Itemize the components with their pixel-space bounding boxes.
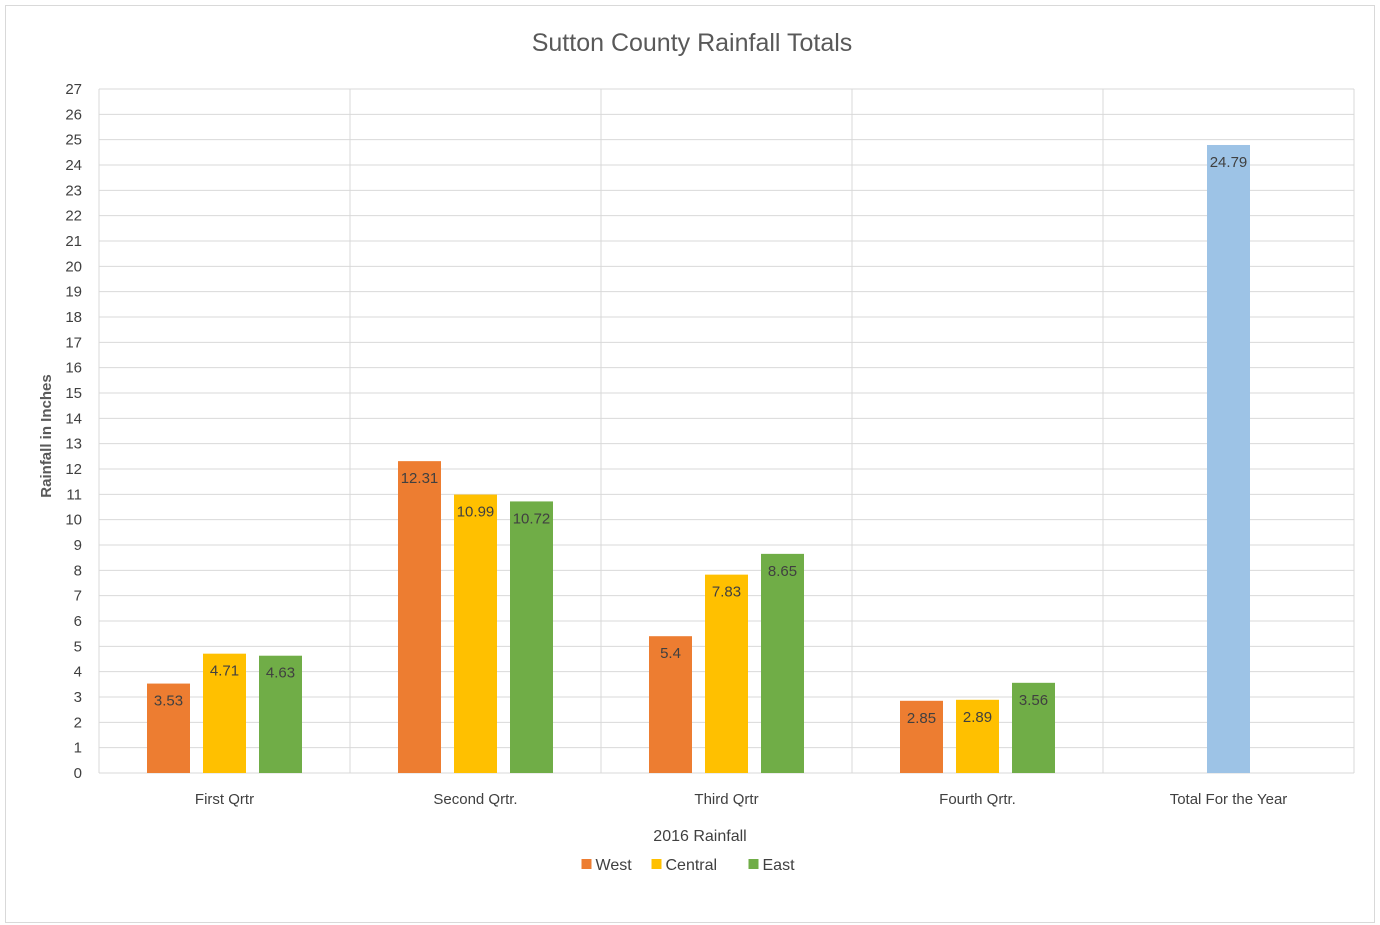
data-label: 2.89 (963, 709, 992, 726)
bar-west-2 (649, 636, 692, 773)
data-label: 5.4 (660, 645, 681, 662)
bar-total-4 (1207, 144, 1250, 773)
data-label: 8.65 (768, 563, 797, 580)
y-tick-label: 7 (74, 588, 82, 605)
y-tick-label: 15 (65, 385, 82, 402)
bar-central-3 (956, 699, 999, 773)
y-tick-label: 20 (65, 258, 82, 275)
data-label: 3.53 (154, 693, 183, 710)
chart-svg: Sutton County Rainfall Totals 0123456789… (38, 29, 1355, 874)
bar-central-0 (203, 653, 246, 773)
data-label: 24.79 (1210, 154, 1248, 171)
x-category-label: Third Qrtr (694, 791, 758, 808)
y-tick-label: 26 (65, 106, 82, 123)
data-label: 3.56 (1019, 692, 1048, 709)
y-tick-label: 9 (74, 537, 82, 554)
y-tick-label: 18 (65, 309, 82, 326)
y-tick-label: 22 (65, 208, 82, 225)
y-tick-label: 21 (65, 233, 82, 250)
legend-swatch-central (651, 859, 662, 869)
legend: West Central East (581, 857, 796, 874)
y-tick-label: 23 (65, 182, 82, 199)
y-tick-label: 6 (74, 613, 82, 630)
y-tick-label: 11 (66, 486, 82, 503)
bar-east-3 (1012, 682, 1055, 773)
y-tick-label: 12 (65, 461, 82, 478)
bar-west-0 (147, 683, 190, 773)
bars (147, 144, 1250, 773)
bar-east-1 (510, 501, 553, 773)
y-axis-ticks: 0123456789101112131415161718192021222324… (65, 81, 82, 782)
x-category-label: First Qrtr (195, 791, 254, 808)
legend-label-east: East (763, 857, 796, 874)
y-tick-label: 8 (74, 562, 82, 579)
y-tick-label: 16 (65, 360, 82, 377)
bar-east-2 (761, 553, 804, 773)
y-tick-label: 24 (65, 157, 82, 174)
data-label: 7.83 (712, 584, 741, 601)
y-tick-label: 14 (65, 410, 82, 427)
y-tick-label: 27 (65, 81, 82, 98)
data-label: 10.99 (457, 504, 495, 521)
bar-west-1 (398, 461, 441, 773)
data-label: 2.85 (907, 710, 936, 727)
x-category-label: Fourth Qrtr. (939, 791, 1016, 808)
legend-swatch-west (581, 859, 592, 869)
x-category-label: Total For the Year (1170, 791, 1288, 808)
bar-east-0 (259, 655, 302, 773)
bar-central-2 (705, 574, 748, 773)
bar-central-1 (454, 494, 497, 773)
y-tick-label: 2 (74, 714, 82, 731)
data-labels: 3.53 4.71 4.63 12.31 10.99 10.72 5.4 7.83 8.65 2.… (154, 154, 1247, 727)
legend-label-central: Central (666, 857, 718, 874)
chart-title: Sutton County Rainfall Totals (532, 29, 853, 57)
y-axis-title: Rainfall in Inches (38, 374, 55, 497)
y-tick-label: 19 (65, 284, 82, 301)
y-tick-label: 1 (74, 740, 82, 757)
y-tick-label: 10 (65, 512, 82, 529)
data-label: 10.72 (513, 510, 551, 527)
y-tick-label: 25 (65, 132, 82, 149)
y-tick-label: 17 (65, 334, 82, 351)
data-label: 4.63 (266, 665, 295, 682)
y-tick-label: 0 (74, 765, 82, 782)
x-axis-categories: First Qrtr Second Qrtr. Third Qrtr Fourth Q… (195, 791, 1287, 808)
legend-label-west: West (596, 857, 633, 874)
y-tick-label: 13 (65, 436, 82, 453)
bar-west-3 (900, 700, 943, 773)
x-axis-title: 2016 Rainfall (653, 828, 746, 845)
y-tick-label: 5 (74, 638, 82, 655)
legend-swatch-east (748, 859, 759, 869)
data-label: 4.71 (210, 663, 239, 680)
x-category-label: Second Qrtr. (433, 791, 517, 808)
data-label: 12.31 (401, 470, 439, 487)
y-tick-label: 4 (74, 664, 82, 681)
gridlines (98, 88, 1355, 774)
y-tick-label: 3 (74, 689, 82, 706)
